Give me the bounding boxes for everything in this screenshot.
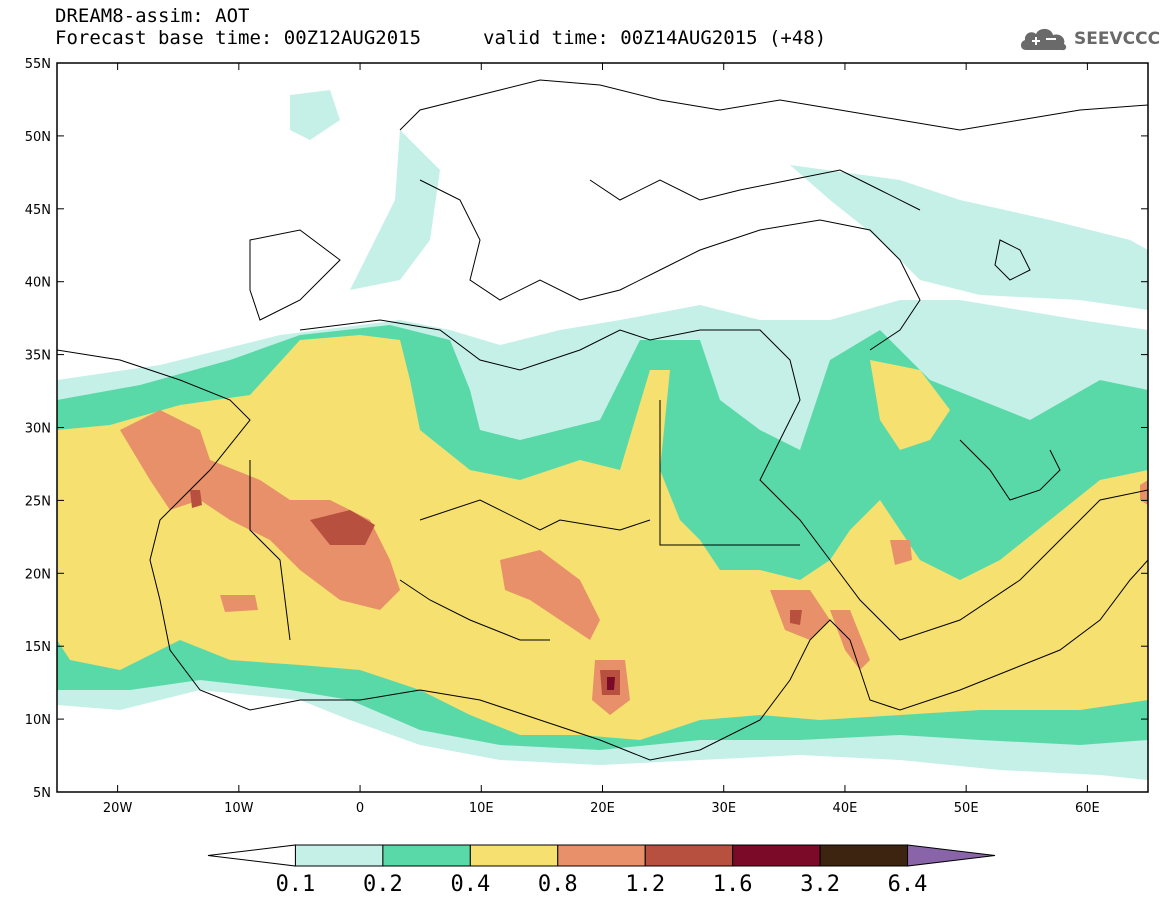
valid-time: valid time: 00Z14AUG2015 (+48) [483, 27, 827, 49]
colorbar-label: 0.4 [450, 872, 490, 897]
lat-label: 30N [25, 422, 51, 437]
lon-label: 40E [833, 801, 858, 816]
longitude-axis: 20W 10W 0 10E 20E 30E 40E 50E 60E [103, 63, 1100, 816]
lon-label: 20E [590, 801, 615, 816]
lat-label: 50N [25, 130, 51, 145]
aot-band-0.8-h [1140, 480, 1148, 505]
colorbar-segment [732, 844, 821, 867]
lat-label: 25N [25, 494, 51, 509]
aot-band-1.2-b [190, 490, 202, 508]
aot-band-1.2-a [310, 510, 375, 545]
aot-band-1.6 [607, 677, 615, 690]
colorbar-label: 0.1 [276, 872, 316, 897]
lat-label: 10N [25, 713, 51, 728]
colorbar-segment [644, 844, 734, 867]
lon-label: 0 [356, 801, 364, 816]
colorbar-segment [557, 844, 646, 867]
lat-label: 20N [25, 567, 51, 582]
logo-text: SEEVCCC [1074, 29, 1161, 49]
colorbar-label: 6.4 [888, 872, 928, 897]
latitude-axis: 55N 50N 45N 40N 35N 30N 25N 20N 15N 10N 5N [25, 57, 1148, 801]
colorbar-segment [819, 844, 909, 867]
lat-label: 35N [25, 349, 51, 364]
aot-band-0.8-b [500, 550, 600, 640]
coastlines [57, 79, 1148, 761]
lat-label: 45N [25, 203, 51, 218]
colorbar-segment [207, 844, 296, 867]
colorbar-label: 3.2 [800, 872, 840, 897]
lat-label: 5N [33, 786, 51, 801]
aot-band-0.1-w [290, 90, 340, 140]
lat-label: 15N [25, 640, 51, 655]
lon-label: 10E [469, 801, 494, 816]
lon-label: 50E [954, 801, 979, 816]
lat-label: 40N [25, 276, 51, 291]
aot-band-0.8-a [120, 410, 400, 610]
colorbar-segment [469, 844, 559, 867]
aot-band-0.1-france [350, 130, 440, 290]
aot-band-0.8-g [220, 595, 258, 612]
aot-band-0.4 [57, 335, 1148, 740]
lon-label: 20W [103, 801, 133, 816]
colorbar-segment [294, 844, 384, 867]
seevccc-logo: SEEVCCC [1018, 24, 1161, 54]
colorbar-segment [907, 844, 996, 867]
lon-label: 60E [1075, 801, 1100, 816]
forecast-base-time: Forecast base time: 00Z12AUG2015 [55, 27, 422, 49]
cloud-logo-icon [1020, 28, 1067, 51]
aot-field [57, 63, 1148, 792]
aot-band-0.4-arabia [870, 360, 950, 450]
aot-band-0.8-f [890, 540, 912, 565]
colorbar-label: 1.2 [625, 872, 665, 897]
aot-band-1.2-d [790, 610, 802, 625]
colorbar: 0.1 0.2 0.4 0.8 1.2 1.6 3.2 6.4 [207, 844, 996, 897]
colorbar-label: 0.2 [363, 872, 403, 897]
map-title: DREAM8-assim: AOT [55, 5, 250, 27]
lon-label: 30E [711, 801, 736, 816]
lat-label: 55N [25, 57, 51, 72]
colorbar-segment [382, 844, 471, 867]
aot-band-0.1-north [790, 165, 1148, 310]
lon-label: 10W [224, 801, 254, 816]
colorbar-label: 1.6 [713, 872, 753, 897]
colorbar-label: 0.8 [538, 872, 578, 897]
